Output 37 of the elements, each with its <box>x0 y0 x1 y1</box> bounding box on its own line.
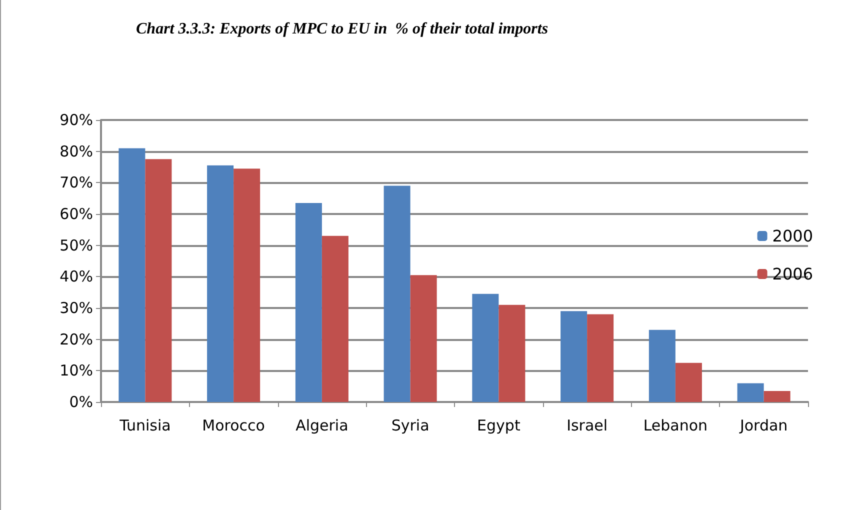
y-tick-label: 50% <box>60 236 93 254</box>
x-tick-label: Jordan <box>738 416 788 434</box>
bar <box>472 294 499 402</box>
y-tick-label: 30% <box>60 299 93 317</box>
bar <box>675 362 702 402</box>
y-tick-label: 0% <box>69 393 93 411</box>
bar <box>560 311 588 402</box>
bar <box>410 275 437 402</box>
chart-title: Chart 3.3.3: Exports of MPC to EU in % of their total imports <box>136 20 548 38</box>
y-tick-label: 70% <box>60 174 93 192</box>
bar <box>295 203 322 402</box>
x-tick-label: Tunisia <box>118 416 171 434</box>
bar <box>498 304 526 402</box>
y-tick-label: 20% <box>60 330 93 348</box>
y-tick-label: 10% <box>60 362 93 380</box>
y-tick-label: 40% <box>60 268 93 286</box>
bar <box>384 186 410 402</box>
x-tick-label: Lebanon <box>643 416 708 434</box>
x-tick-label: Egypt <box>477 416 520 434</box>
x-tick-label: Morocco <box>202 416 265 434</box>
bar <box>648 330 676 402</box>
bar <box>118 148 146 402</box>
legend-label: 2000 <box>772 226 813 246</box>
bar <box>234 168 260 402</box>
bar <box>587 314 614 402</box>
y-tick-label: 60% <box>60 205 93 223</box>
bar <box>145 159 172 402</box>
x-tick-label: Israel <box>566 416 608 434</box>
y-tick-label: 80% <box>60 142 93 160</box>
bar <box>322 236 348 402</box>
bar <box>207 165 234 402</box>
legend-label: 2006 <box>772 264 813 284</box>
x-tick-label: Algeria <box>296 416 348 434</box>
bar <box>737 383 764 402</box>
y-tick-label: 90% <box>60 111 93 129</box>
bar <box>764 391 790 402</box>
x-tick-label: Syria <box>391 416 430 434</box>
